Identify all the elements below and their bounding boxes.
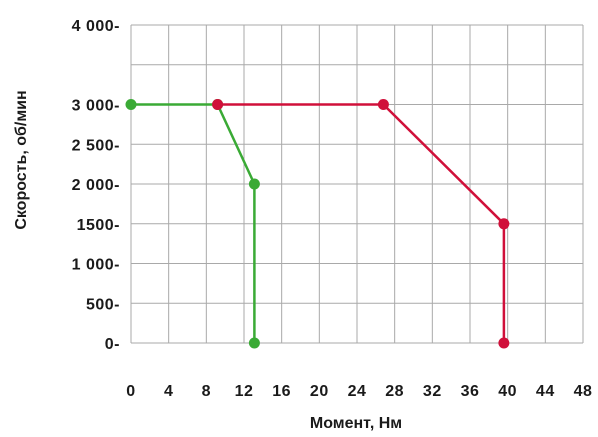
x-tick-label: 0: [126, 383, 135, 400]
y-tick-label: 4 000-: [72, 18, 120, 35]
x-tick-label: 32: [423, 383, 442, 400]
x-tick-label: 20: [310, 383, 329, 400]
series-1-point: [125, 99, 137, 110]
grid: [130, 24, 584, 344]
x-axis-ticks: 0 4 8 12 16 20 24 28 32 36 40 44 48: [126, 383, 592, 400]
series-layer: [125, 99, 510, 349]
x-tick-label: 48: [574, 383, 593, 400]
y-tick-label: 0-: [105, 336, 120, 353]
x-tick-label: 36: [461, 383, 480, 400]
x-tick-label: 4: [164, 383, 173, 400]
y-axis-title: Скорость, об/мин: [13, 90, 30, 229]
y-axis-ticks: 0- 500- 1 000- 1500- 2 000- 2 500- 3 000- 4 000…: [72, 18, 120, 353]
x-tick-label: 40: [498, 383, 517, 400]
y-tick-label: 1 000-: [72, 257, 120, 274]
y-tick-label: 2 000-: [72, 177, 120, 194]
series-2-point: [377, 99, 389, 110]
series-2-point: [498, 218, 510, 230]
series-1-point: [248, 337, 260, 349]
y-tick-label: 3 000-: [72, 98, 120, 115]
x-tick-label: 8: [202, 383, 211, 400]
x-tick-label: 12: [235, 383, 254, 400]
x-tick-label: 24: [348, 383, 367, 400]
series-2-point: [212, 99, 224, 110]
y-tick-label: 2 500-: [72, 137, 120, 154]
x-tick-label: 44: [536, 383, 555, 400]
x-axis-title: Момент, Нм: [310, 415, 402, 432]
y-tick-label: 500-: [86, 296, 120, 313]
series-1-point: [248, 178, 260, 190]
y-tick-label: 1500-: [77, 217, 120, 234]
series-line-1: [131, 103, 256, 343]
x-tick-label: 28: [385, 383, 404, 400]
x-tick-label: 16: [272, 383, 291, 400]
series-2-point: [498, 337, 510, 349]
series-line-2: [217, 103, 506, 343]
